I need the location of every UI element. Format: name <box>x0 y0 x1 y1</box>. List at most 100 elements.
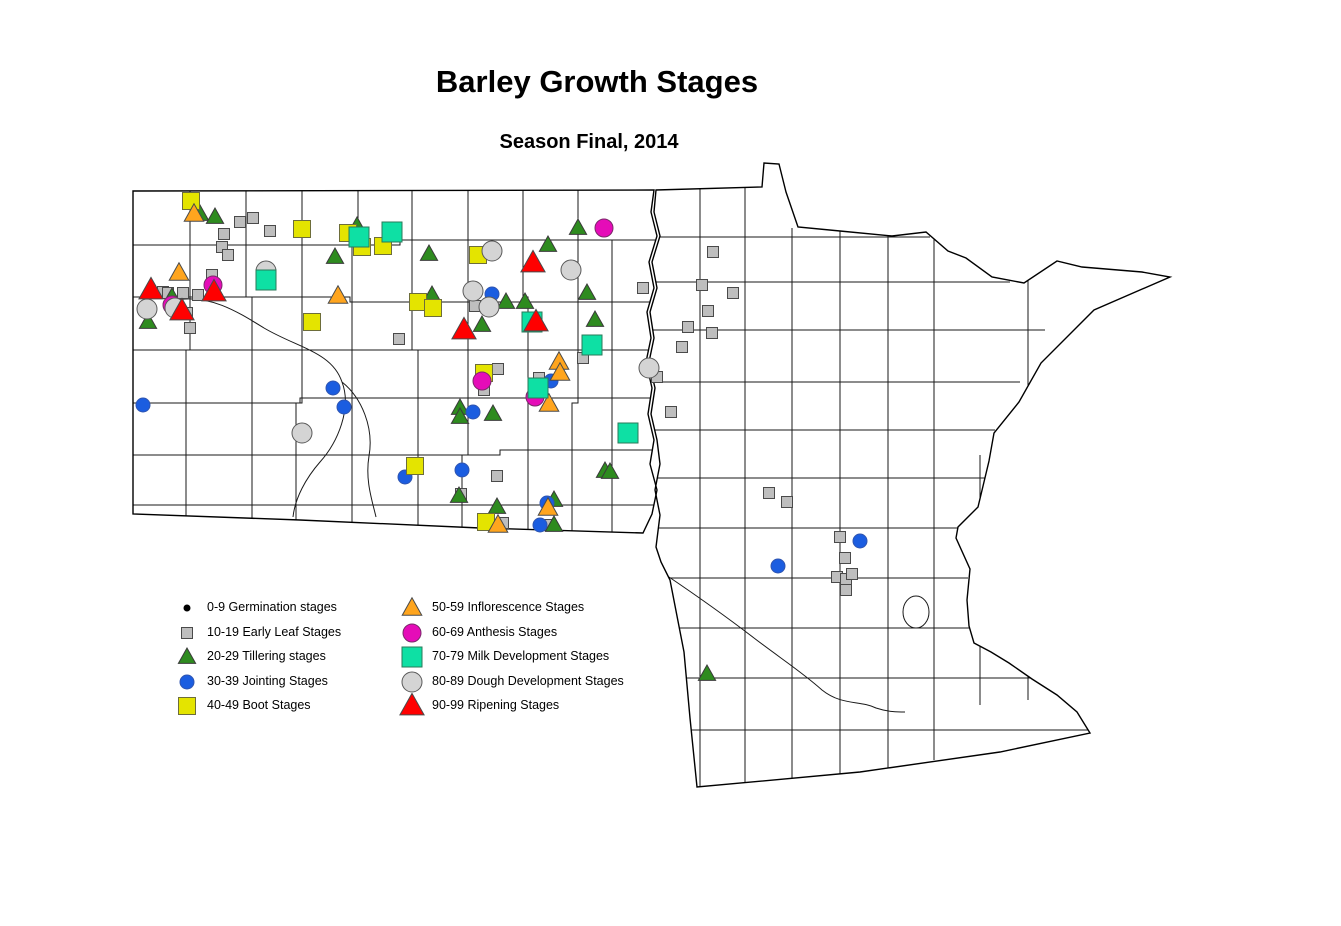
inflorescence-marker <box>487 513 509 533</box>
tillering-marker <box>419 243 439 261</box>
dough-legend-icon <box>401 671 423 693</box>
legend-item-milk: 70-79 Milk Development Stages <box>397 644 624 669</box>
early_leaf-marker <box>393 333 405 345</box>
early_leaf-marker <box>234 216 246 228</box>
milk-marker <box>581 334 603 356</box>
early_leaf-marker <box>665 406 677 418</box>
jointing-marker <box>179 674 195 690</box>
dough-marker <box>462 280 484 302</box>
legend-column-2: 50-59 Inflorescence Stages 60-69 Anthesis… <box>397 595 624 718</box>
early_leaf-marker <box>491 470 503 482</box>
ripening-marker <box>520 249 546 273</box>
ripening-marker <box>451 316 477 340</box>
germination-marker <box>183 604 191 612</box>
inflorescence-marker <box>183 202 205 222</box>
early_leaf-marker <box>192 289 204 301</box>
legend-item-label: 50-59 Inflorescence Stages <box>432 600 585 615</box>
tillering-marker <box>600 461 620 479</box>
boot-marker <box>424 299 442 317</box>
page-title: Barley Growth Stages <box>435 64 759 99</box>
early_leaf-marker <box>184 322 196 334</box>
anthesis-marker <box>472 371 492 391</box>
jointing-marker <box>325 380 341 396</box>
tillering-marker <box>538 234 558 252</box>
milk-marker <box>617 422 639 444</box>
milk-legend-icon <box>401 646 423 668</box>
legend-item-label: 30-39 Jointing Stages <box>207 673 328 688</box>
ripening-marker <box>201 278 227 302</box>
early_leaf-marker <box>706 327 718 339</box>
early_leaf-marker <box>834 531 846 543</box>
boot-marker <box>178 697 196 716</box>
legend-item-dough: 80-89 Dough Development Stages <box>397 669 624 694</box>
legend-item-ripening: 90-99 Ripening Stages <box>397 693 624 718</box>
tillering-marker <box>568 217 588 235</box>
legend-item-boot: 40-49 Boot Stages <box>172 693 341 718</box>
early_leaf-marker <box>707 246 719 258</box>
milk-marker <box>401 646 423 668</box>
legend-item-label: 80-89 Dough Development Stages <box>432 673 624 688</box>
jointing-marker <box>770 558 786 574</box>
jointing-marker <box>465 404 481 420</box>
legend-item-jointing: 30-39 Jointing Stages <box>172 669 341 694</box>
mn-county-lines <box>652 185 1092 787</box>
legend-item-early_leaf: 10-19 Early Leaf Stages <box>172 620 341 645</box>
early_leaf-marker <box>247 212 259 224</box>
ripening-marker <box>169 297 195 321</box>
early_leaf-legend-icon <box>181 626 193 639</box>
legend-item-label: 10-19 Early Leaf Stages <box>207 624 342 639</box>
early_leaf-marker <box>840 584 852 596</box>
early_leaf-marker <box>727 287 739 299</box>
milk-marker <box>255 269 277 291</box>
ripening-marker <box>523 308 549 332</box>
early_leaf-marker <box>839 552 851 564</box>
tillering-marker <box>325 246 345 264</box>
ripening-legend-icon <box>399 693 425 716</box>
tillering-legend-icon <box>177 647 197 665</box>
milk-marker <box>381 221 403 243</box>
early_leaf-marker <box>682 321 694 333</box>
dough-marker <box>560 259 582 281</box>
early_leaf-marker <box>218 228 230 240</box>
legend-item-inflorescence: 50-59 Inflorescence Stages <box>397 595 624 620</box>
boot-marker <box>293 220 311 238</box>
boot-marker <box>303 313 321 331</box>
boot-marker <box>182 192 200 210</box>
tillering-marker <box>449 485 469 503</box>
germination-legend-icon <box>183 604 191 612</box>
dough-marker <box>478 296 500 318</box>
early_leaf-marker <box>676 341 688 353</box>
jointing-marker <box>532 517 548 533</box>
legend-column-1: 0-9 Germination stages 10-19 Early Leaf S… <box>172 595 341 718</box>
dough-marker <box>638 357 660 379</box>
boot-marker <box>406 457 424 475</box>
minnesota-outline <box>648 162 1173 788</box>
inflorescence-marker <box>549 361 571 381</box>
early_leaf-marker <box>696 279 708 291</box>
legend-item-label: 60-69 Anthesis Stages <box>432 624 558 639</box>
legend-item-label: 0-9 Germination stages <box>207 600 337 615</box>
jointing-marker <box>135 397 151 413</box>
tillering-marker <box>697 663 717 681</box>
tillering-marker <box>585 309 605 327</box>
ripening-marker <box>399 693 425 716</box>
early_leaf-marker <box>492 363 504 375</box>
milk-marker <box>348 226 370 248</box>
early_leaf-marker <box>846 568 858 580</box>
early_leaf-marker <box>177 287 189 299</box>
dough-marker <box>481 240 503 262</box>
legend-item-label: 70-79 Milk Development Stages <box>432 649 610 664</box>
jointing-marker <box>454 462 470 478</box>
early_leaf-marker <box>637 282 649 294</box>
dough-marker <box>136 298 158 320</box>
inflorescence-marker <box>327 284 349 304</box>
tillering-marker <box>205 206 225 224</box>
dough-marker <box>401 671 423 693</box>
legend-item-label: 40-49 Boot Stages <box>207 698 311 713</box>
jointing-marker <box>852 533 868 549</box>
tillering-marker <box>544 514 564 532</box>
legend-item-anthesis: 60-69 Anthesis Stages <box>397 620 624 645</box>
anthesis-marker <box>594 218 614 238</box>
